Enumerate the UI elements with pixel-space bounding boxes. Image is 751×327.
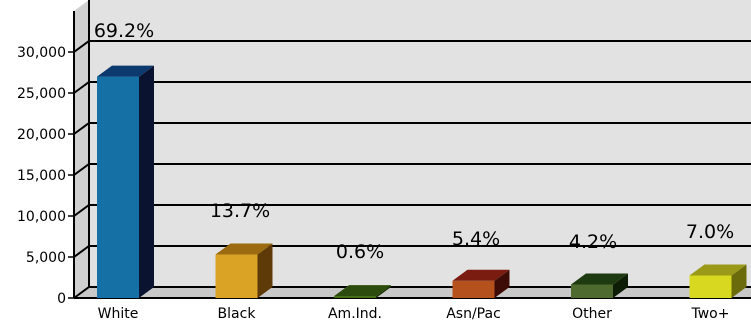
y-tick-label: 25,000	[17, 86, 66, 102]
y-tick-label: 30,000	[17, 45, 66, 61]
y-tick-label: 20,000	[17, 127, 66, 143]
bar-top	[215, 243, 273, 255]
data-label: 5.4%	[452, 228, 500, 250]
x-tick-label: Two+	[691, 306, 730, 322]
bar-front	[689, 275, 732, 298]
x-tick-label: Other	[572, 306, 612, 322]
bar-top	[334, 285, 391, 297]
bar-side	[257, 243, 273, 298]
bar	[215, 243, 273, 298]
bar	[97, 65, 154, 298]
floor	[74, 287, 751, 298]
bar-top	[571, 273, 628, 285]
data-label: 69.2%	[94, 20, 154, 42]
y-tick-label: 5,000	[26, 250, 66, 266]
bar	[689, 264, 747, 298]
side-wall	[74, 0, 89, 298]
bar	[334, 285, 391, 298]
bars	[97, 65, 747, 298]
x-tick-label: Black	[218, 306, 257, 322]
bar-side	[139, 65, 154, 298]
x-tick-label: White	[98, 306, 139, 322]
bar-top	[97, 65, 154, 77]
bar	[571, 273, 628, 298]
bar-top	[452, 269, 510, 281]
category-labels: White Black Am.Ind. Asn/Pac Other Two+	[98, 306, 730, 322]
percent-labels: 69.2% 13.7% 0.6% 5.4% 4.2% 7.0%	[94, 20, 734, 263]
x-tick-label: Am.Ind.	[328, 306, 382, 322]
bar-front	[452, 280, 495, 298]
data-label: 4.2%	[569, 231, 617, 253]
back-wall	[89, 0, 751, 287]
data-label: 13.7%	[210, 200, 270, 222]
bar-top	[689, 264, 747, 276]
y-tick-label: 0	[57, 291, 66, 307]
bar-front	[334, 296, 376, 298]
bar-side	[376, 285, 391, 298]
plot-background	[74, 0, 751, 298]
axes	[73, 0, 751, 299]
bar-side	[731, 264, 747, 298]
y-tick-labels: 0 5,000 10,000 15,000 20,000 25,000 30,000	[17, 45, 74, 307]
bar-front	[97, 76, 139, 298]
bar	[452, 269, 510, 298]
y-tick-label: 15,000	[17, 168, 66, 184]
x-tick-label: Asn/Pac	[446, 306, 501, 322]
bar-front	[215, 254, 258, 298]
bar-front	[571, 284, 613, 298]
data-label: 0.6%	[336, 241, 384, 263]
bar-side	[494, 269, 510, 298]
data-label: 7.0%	[686, 221, 734, 243]
bar-side	[613, 273, 628, 298]
y-tick-label: 10,000	[17, 209, 66, 225]
